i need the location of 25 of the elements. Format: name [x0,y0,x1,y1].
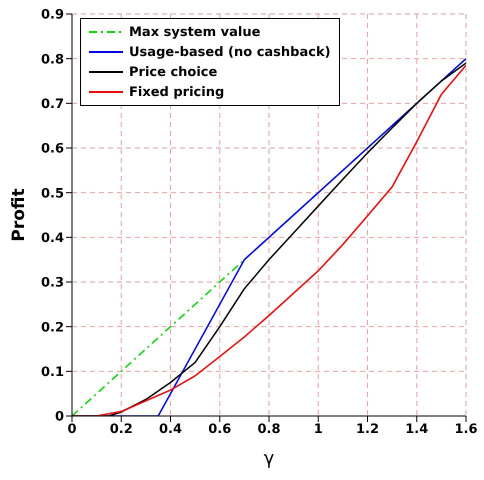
legend-label: Price choice [129,64,218,80]
legend-label: Fixed pricing [129,84,224,100]
y-tick-label: 0.6 [40,142,64,157]
x-tick-label: 1.4 [405,422,428,438]
legend-label: Max system value [129,24,260,40]
y-tick-label: 0.4 [40,230,64,246]
x-tick-label: 1.6 [454,422,478,438]
x-tick-label: 0.8 [257,422,281,438]
y-tick-label: 0.2 [40,320,64,336]
y-tick-label: 0.9 [40,8,64,23]
y-tick-label: 0.1 [40,364,64,380]
y-tick-label: 0.5 [40,186,64,202]
x-tick-label: 0 [67,422,77,438]
x-tick-label: 0.6 [208,422,232,438]
y-tick-label: 0 [54,410,64,425]
legend-label: Usage-based (no cashback) [129,44,331,60]
x-tick-label: 1 [314,422,323,438]
y-tick-label: 0.3 [40,276,64,291]
y-tick-label: 0.8 [40,52,64,68]
x-tick-label: 0.4 [158,422,182,438]
y-tick-label: 0.7 [40,96,64,112]
y-axis-title: Profit [9,188,30,242]
x-tick-label: 1.2 [356,422,380,438]
x-tick-label: 0.2 [110,422,133,438]
x-axis-title: γ [264,448,275,469]
